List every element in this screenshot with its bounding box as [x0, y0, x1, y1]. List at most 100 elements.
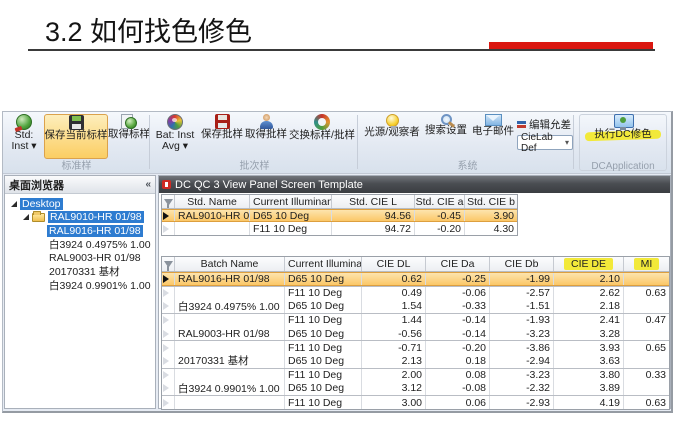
- app-window: Std: Inst ▾ 保存当前标样 取得标样 标准样 Bat: Inst: [2, 111, 673, 413]
- batch-table-row[interactable]: 白3924 0.9901% 1.00 D65 10 Deg 3.12 -0.08…: [162, 381, 669, 396]
- cie-db-cell: -2.94: [490, 354, 554, 368]
- batch-table-row[interactable]: F11 10 Deg -0.71 -0.20 -3.86 3.93 0.65: [162, 340, 669, 355]
- col-cie-da[interactable]: CIE Da: [426, 257, 490, 271]
- cie-dl-cell: 2.00: [362, 368, 426, 382]
- expander-icon[interactable]: [11, 200, 17, 207]
- cie-dl-cell: 1.54: [362, 299, 426, 314]
- batch-table-row[interactable]: 白3924 0.4975% 1.00 D65 10 Deg 1.54 -0.33…: [162, 299, 669, 314]
- batch-table-row[interactable]: 20170331 基材 D65 10 Deg 2.13 0.18 -2.94 3…: [162, 354, 669, 368]
- cie-da-cell: 0.06: [426, 396, 490, 409]
- standard-table-row[interactable]: F11 10 Deg 94.72 -0.20 4.30: [162, 222, 517, 235]
- ribbon-group-system: 光源/观察者 搜索设置 电子邮件 编辑允差 CieLab Def: [361, 112, 574, 173]
- cie-de-highlight: CIE DE: [563, 258, 613, 270]
- page-title: 3.2 如何找色修色: [45, 17, 253, 47]
- bat-inst-avg-button[interactable]: Bat: Inst Avg ▾: [153, 114, 197, 159]
- batch-name-cell: [175, 286, 285, 300]
- illuminant-cell: D65 10 Deg: [250, 210, 332, 221]
- batch-table-row[interactable]: F11 10 Deg 0.49 -0.06 -2.57 2.62 0.63: [162, 285, 669, 300]
- cie-dl-cell: 3.12: [362, 381, 426, 396]
- group-separator: [573, 115, 574, 169]
- email-button[interactable]: 电子邮件: [471, 114, 515, 159]
- std-name-cell: [175, 222, 250, 235]
- collapse-panel-button[interactable]: «: [145, 179, 151, 190]
- batch-name-cell: [175, 341, 285, 355]
- filter-icon[interactable]: [163, 261, 173, 271]
- col-std-cie-b[interactable]: Std. CIE b: [467, 195, 515, 208]
- run-dc-correction-button[interactable]: 执行DC修色: [583, 114, 663, 159]
- standard-table: Std. Name Current Illuminant N Std. CIE …: [161, 194, 518, 236]
- swap-circle-icon: [314, 114, 330, 130]
- col-current-illuminant[interactable]: Current Illuminant N: [250, 195, 332, 208]
- row-selector-icon: [163, 302, 173, 311]
- cie-de-cell: 4.19: [554, 396, 624, 409]
- group-label-standard: 标准样: [61, 161, 92, 172]
- cie-de-cell: 2.18: [554, 299, 624, 314]
- illuminant-cell: D65 10 Deg: [285, 381, 362, 396]
- tree-panel-header: 桌面浏览器 «: [5, 176, 155, 194]
- tolerance-dropdown[interactable]: CieLab Def ▾: [517, 132, 573, 154]
- std-inst-button[interactable]: Std: Inst ▾: [5, 114, 43, 159]
- col-cie-dl[interactable]: CIE DL: [362, 257, 426, 271]
- mi-cell: [624, 382, 669, 396]
- cie-de-cell: 2.62: [554, 286, 624, 300]
- chevron-down-icon: ▾: [564, 138, 569, 147]
- col-std-cie-a[interactable]: Std. CIE a: [415, 195, 465, 208]
- ribbon-group-batch: Bat: Inst Avg ▾ 保存批样 取得批样 交换标样/批样 批次样: [151, 112, 358, 173]
- batch-table-row[interactable]: RAL9016-HR 01/98 D65 10 Deg 0.62 -0.25 -…: [162, 272, 669, 286]
- illuminant-cell: D65 10 Deg: [285, 326, 362, 341]
- standard-table-row[interactable]: RAL9010-HR 01/ D65 10 Deg 94.56 -0.45 3.…: [162, 209, 517, 222]
- cie-a-cell: -0.20: [415, 222, 465, 235]
- swap-standard-batch-button[interactable]: 交换标样/批样: [289, 114, 355, 159]
- col-cie-de[interactable]: CIE DE: [554, 257, 624, 271]
- save-batch-button[interactable]: 保存批样: [201, 114, 243, 159]
- col-cie-db[interactable]: CIE Db: [490, 257, 554, 271]
- save-floppy-icon: [68, 115, 84, 130]
- batch-table-row[interactable]: F11 10 Deg 3.00 0.06 -2.93 4.19 0.63: [162, 395, 669, 409]
- cie-da-cell: -0.08: [426, 381, 490, 396]
- save-current-standard-button[interactable]: 保存当前标样: [44, 114, 108, 159]
- tree-item-white3924a[interactable]: 白3924 0.4975% 1.00: [49, 239, 151, 252]
- mi-cell: 0.63: [645, 396, 666, 409]
- save-batch-floppy-icon: [214, 114, 230, 129]
- get-standard-button[interactable]: 取得标样: [107, 114, 151, 159]
- col-std-name[interactable]: Std. Name: [175, 195, 250, 208]
- tree-item-white3924b[interactable]: 白3924 0.9901% 1.00: [49, 279, 151, 292]
- filter-icon[interactable]: [163, 198, 173, 208]
- illuminant-cell: F11 10 Deg: [285, 341, 362, 355]
- edit-tolerance-button[interactable]: 编辑允差: [517, 117, 573, 132]
- get-batch-button[interactable]: 取得批样: [245, 114, 287, 159]
- cie-dl-cell: -0.71: [362, 341, 426, 355]
- standard-table-header: Std. Name Current Illuminant N Std. CIE …: [162, 195, 517, 209]
- get-standard-icon: [121, 114, 137, 129]
- cie-l-cell: 94.56: [332, 210, 415, 221]
- cie-db-cell: -1.93: [490, 314, 554, 327]
- batch-table-row[interactable]: F11 10 Deg 1.44 -0.14 -1.93 2.41 0.47: [162, 313, 669, 327]
- ribbon-group-dcapplication: 执行DC修色 DCApplication: [575, 112, 671, 173]
- col-current-illuminant[interactable]: Current Illuminant: [285, 257, 362, 271]
- tree-item-ral9010[interactable]: RAL9010-HR 01/98: [5, 210, 155, 225]
- cie-de-cell: 3.93: [554, 341, 624, 355]
- col-mi[interactable]: MI: [624, 257, 669, 271]
- tree-item-desktop[interactable]: Desktop: [5, 197, 155, 211]
- batch-table-row[interactable]: F11 10 Deg 2.00 0.08 -3.23 3.80 0.33: [162, 367, 669, 382]
- ribbon-group-standard: Std: Inst ▾ 保存当前标样 取得标样 标准样: [3, 112, 150, 173]
- mi-cell: 0.47: [645, 314, 666, 327]
- cie-de-cell: 3.89: [554, 381, 624, 396]
- col-std-cie-l[interactable]: Std. CIE L: [332, 195, 415, 208]
- batch-name-cell: 白3924 0.4975% 1.00: [175, 299, 285, 314]
- tree-item-ral9003[interactable]: RAL9003-HR 01/98: [49, 252, 141, 265]
- col-batch-name[interactable]: Batch Name: [175, 257, 285, 271]
- cie-db-cell: -2.57: [490, 286, 554, 300]
- tolerance-icon: [517, 120, 526, 129]
- expander-icon[interactable]: [23, 214, 29, 221]
- panel-title-bar: DC QC 3 View Panel Screen Template: [159, 176, 670, 193]
- batch-table-row[interactable]: RAL9003-HR 01/98 D65 10 Deg -0.56 -0.14 …: [162, 326, 669, 341]
- title-red-accent-bar: [489, 42, 653, 49]
- cie-da-cell: 0.08: [426, 368, 490, 382]
- row-selector-icon: [163, 371, 173, 380]
- tree-item-20170331[interactable]: 20170331 基材: [49, 266, 120, 279]
- search-settings-button[interactable]: 搜索设置: [423, 114, 469, 159]
- tree-item-ral9016[interactable]: RAL9016-HR 01/98: [47, 224, 143, 237]
- cie-da-cell: -0.06: [426, 286, 490, 300]
- illuminant-observer-button[interactable]: 光源/观察者: [363, 114, 421, 159]
